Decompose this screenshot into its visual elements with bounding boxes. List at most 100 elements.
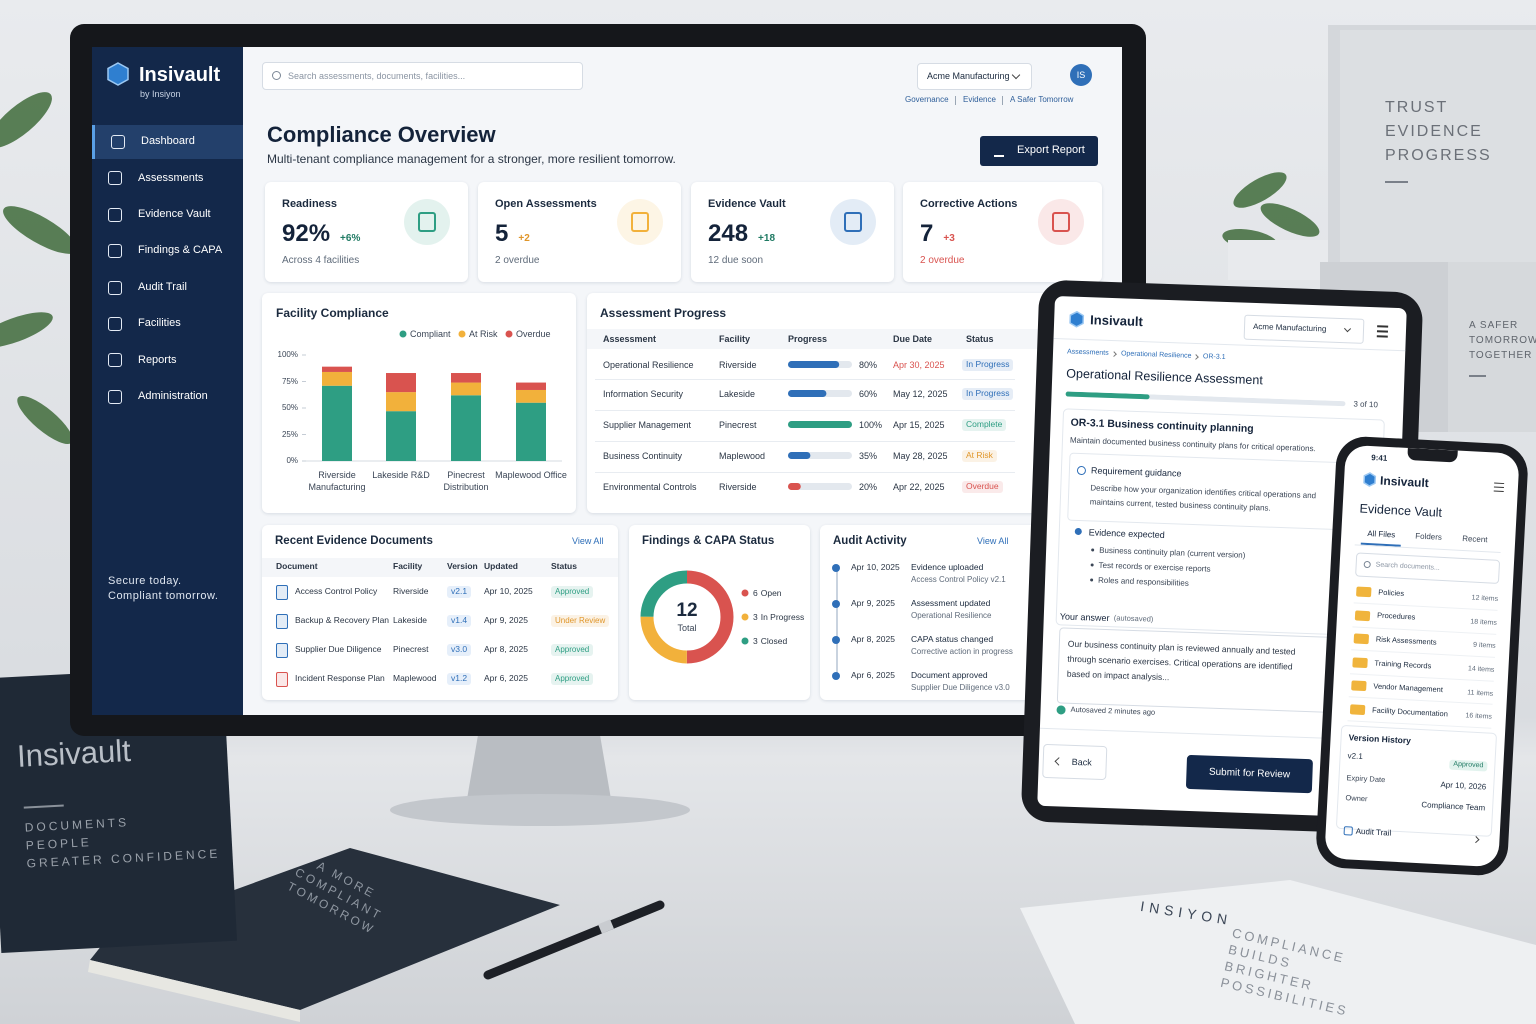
nav-item[interactable]: Facilities xyxy=(92,307,243,341)
table-card: Recent Evidence Documents View All Documen… xyxy=(262,525,618,700)
nav-item[interactable]: Reports xyxy=(92,343,243,377)
cell: Access Control Policy xyxy=(295,586,378,597)
header-link[interactable]: A Safer Tomorrow xyxy=(1010,95,1074,105)
status-badge: Under Review xyxy=(551,615,610,627)
legend-swatch xyxy=(505,330,513,338)
activity-event: Assessment updated xyxy=(911,598,991,609)
submit-button[interactable]: Submit for Review xyxy=(1185,754,1313,794)
activity-detail: Access Control Policy v2.1 xyxy=(911,575,1006,585)
progress-label: 35% xyxy=(859,450,878,461)
nav-item[interactable]: Audit Trail xyxy=(92,271,243,305)
folder-name[interactable]: Procedures xyxy=(1376,610,1416,622)
cell: Pinecrest xyxy=(719,419,757,430)
cell: May 28, 2025 xyxy=(893,450,948,461)
bar-segment xyxy=(451,395,481,461)
submit-label: Submit for Review xyxy=(1208,766,1291,781)
answer-text: Our business continuity plan is reviewed… xyxy=(1066,638,1296,683)
column-header: Assessment xyxy=(603,333,657,344)
tenant-name: Acme Manufacturing xyxy=(927,70,1010,81)
kpi-title: Evidence Vault xyxy=(708,198,786,211)
folder-icon xyxy=(1351,680,1367,692)
nav-item[interactable]: Evidence Vault xyxy=(92,198,243,232)
avatar[interactable]: IS xyxy=(1070,64,1092,86)
lock-icon xyxy=(1343,826,1353,836)
breadcrumb[interactable]: Assessments xyxy=(1066,348,1109,358)
tab[interactable]: Recent xyxy=(1461,534,1488,545)
kpi-value-row: 7 +3 xyxy=(920,220,955,248)
nav-item[interactable]: Findings & CAPA xyxy=(92,234,243,268)
doc-icon xyxy=(276,614,288,629)
box-tagline: A SAFER TOMORROW TOGETHER xyxy=(1469,318,1536,363)
audit-link[interactable]: Audit Trail xyxy=(1355,827,1392,839)
back-label: Back xyxy=(1071,756,1092,768)
progress-bar xyxy=(788,483,801,490)
view-all[interactable]: View All xyxy=(572,535,604,546)
kpi-value: 92% xyxy=(282,220,331,247)
nav-item[interactable]: Dashboard xyxy=(92,125,243,159)
export-button[interactable]: Export Report xyxy=(980,136,1098,166)
folder-name[interactable]: Facility Documentation xyxy=(1371,705,1449,719)
status-badge: Approved xyxy=(551,586,594,598)
nav-label: Administration xyxy=(138,390,208,403)
header-link[interactable]: Evidence xyxy=(963,95,996,105)
nav-item[interactable]: Administration xyxy=(92,380,243,414)
progress-label: 80% xyxy=(859,359,878,370)
menu-icon xyxy=(1376,330,1389,333)
back-button[interactable]: Back xyxy=(1042,743,1108,781)
answer-note: (autosaved) xyxy=(1113,613,1154,624)
menu-icon xyxy=(1493,490,1504,493)
folder-count: 14 items xyxy=(1467,665,1495,674)
legend-label: Overdue xyxy=(516,328,551,339)
legend-item: 3 In Progress xyxy=(753,611,804,623)
folder-name[interactable]: Risk Assessments xyxy=(1375,634,1437,647)
cell: Lakeside xyxy=(393,615,428,626)
cell: Apr 10, 2025 xyxy=(484,586,533,597)
divider xyxy=(23,804,64,809)
menu-icon xyxy=(1376,335,1388,338)
separator xyxy=(1002,96,1003,105)
breadcrumb[interactable]: Operational Resilience xyxy=(1120,350,1192,360)
tagline-line: EVIDENCE xyxy=(1385,123,1483,140)
cell: Riverside xyxy=(719,359,757,370)
progress-track xyxy=(788,483,852,490)
folder-count: 11 items xyxy=(1467,688,1494,698)
book-lines: DOCUMENTS PEOPLE GREATER CONFIDENCE xyxy=(24,808,220,872)
graphic xyxy=(788,390,852,397)
card-title: Recent Evidence Documents xyxy=(275,534,433,547)
kpi-value-row: 5 +2 xyxy=(495,220,530,248)
cell: Apr 6, 2025 xyxy=(484,673,528,684)
folder-name[interactable]: Vendor Management xyxy=(1373,681,1444,695)
menu-icon xyxy=(1377,325,1389,328)
row-divider xyxy=(595,410,1015,411)
search-box[interactable]: Search assessments, documents, facilitie… xyxy=(262,62,583,90)
tenant-select[interactable]: Acme Manufacturing xyxy=(917,63,1032,90)
view-all[interactable]: View All xyxy=(977,535,1009,546)
header-link[interactable]: Governance xyxy=(905,95,949,105)
folder-name[interactable]: Policies xyxy=(1378,587,1405,598)
x-tick-label: Pinecrest Distribution xyxy=(443,470,489,492)
progress-bar xyxy=(788,390,827,397)
kpi-icon xyxy=(404,199,450,245)
kpi-glyph xyxy=(1052,212,1070,232)
nav-item[interactable]: Assessments xyxy=(92,161,243,195)
brand-sub: by Insiyon xyxy=(140,88,181,99)
tenant-select[interactable]: Acme Manufacturing xyxy=(1243,314,1365,344)
timeline-dot xyxy=(832,636,840,644)
evidence-title: Evidence expected xyxy=(1088,527,1165,540)
activity-detail: Supplier Due Diligence v3.0 xyxy=(911,683,1010,693)
chevron xyxy=(1344,325,1352,333)
legend-label: Compliant xyxy=(410,328,451,339)
search-box[interactable]: Search documents... xyxy=(1355,552,1501,584)
tab[interactable]: All Files xyxy=(1367,529,1396,540)
search-placeholder: Search assessments, documents, facilitie… xyxy=(288,70,466,81)
tab[interactable]: Folders xyxy=(1415,531,1443,543)
kpi-glyph xyxy=(418,212,436,232)
folder-name[interactable]: Training Records xyxy=(1374,658,1432,671)
table-header xyxy=(262,558,618,577)
tenant-name: Acme Manufacturing xyxy=(1252,322,1327,334)
answer-field[interactable]: Our business continuity plan is reviewed… xyxy=(1056,627,1366,715)
nav-label: Reports xyxy=(138,353,177,366)
bullet xyxy=(1090,563,1094,567)
